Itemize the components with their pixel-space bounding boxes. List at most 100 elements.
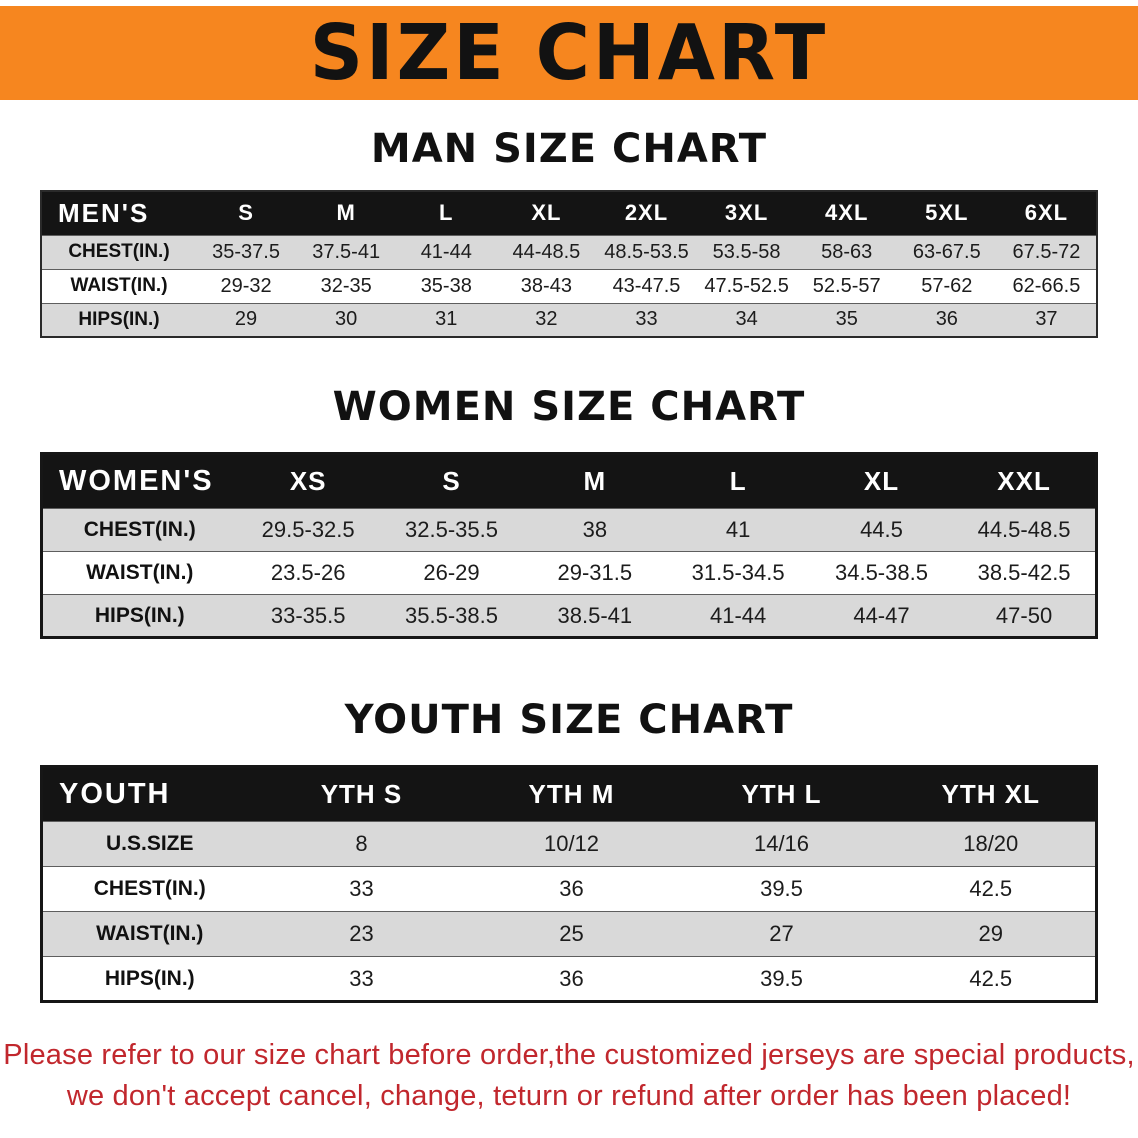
size-value: 34 (735, 308, 758, 331)
size-column-header: M (296, 191, 397, 235)
size-value: 38-43 (520, 274, 572, 297)
size-value: 53.5-58 (712, 240, 781, 263)
table-row: WAIST(IN.) 29-32 32-35 35-38 38-43 43-47.5 47.… (41, 269, 1097, 303)
size-value: 41 (725, 517, 751, 542)
man-size-chart-heading: MAN SIZE CHART (370, 126, 768, 172)
size-value: 36 (559, 876, 584, 901)
size-column-header: XL (496, 191, 597, 235)
size-column-header: XXL (953, 453, 1097, 509)
size-value: 32-35 (320, 274, 372, 297)
table-row: CHEST(IN.) 29.5-32.5 32.5-35.5 38 41 44.5 44.5… (41, 508, 1097, 552)
size-value: 41-44 (710, 602, 767, 628)
table-row: HIPS(IN.) 29 30 31 32 33 34 35 36 37 (41, 303, 1097, 337)
men-size-table: MEN'S S M L XL 2XL 3XL 4XL 5XL 6XL CHEST(IN.) 35-37… (40, 190, 1098, 338)
page-title: SIZE CHART (309, 8, 829, 98)
size-value: 8 (355, 831, 368, 856)
size-value: 37 (1035, 308, 1058, 331)
size-value: 39.5 (760, 965, 803, 991)
size-value: 44-47 (853, 602, 910, 628)
table-row: U.S.SIZE 8 10/12 14/16 18/20 (41, 821, 1097, 867)
size-value: 42.5 (969, 965, 1013, 991)
size-value: 14/16 (753, 831, 810, 856)
size-value: 29.5-32.5 (261, 517, 355, 542)
size-value: 38.5-42.5 (977, 560, 1071, 585)
size-column-header: YTH S (256, 766, 467, 822)
row-label: WAIST(IN.) (96, 922, 204, 945)
size-value: 29-31.5 (557, 560, 633, 585)
row-label: WAIST(IN.) (70, 275, 168, 296)
women-size-chart-heading: WOMEN SIZE CHART (332, 384, 806, 430)
row-label: CHEST(IN.) (93, 877, 206, 900)
size-column-header: 2XL (596, 191, 697, 235)
size-value: 58-63 (821, 240, 873, 263)
size-value: 38.5-41 (557, 602, 633, 628)
size-value: 42.5 (969, 876, 1013, 901)
size-value: 44-48.5 (512, 240, 581, 263)
size-column-header: 4XL (796, 191, 897, 235)
row-label: WAIST(IN.) (86, 561, 194, 584)
size-value: 33 (635, 308, 658, 331)
size-value: 33 (349, 965, 374, 991)
size-value: 35-38 (420, 274, 472, 297)
size-value: 47-50 (995, 602, 1053, 628)
size-value: 32.5-35.5 (405, 517, 498, 542)
table-row: WAIST(IN.) 23.5-26 26-29 29-31.5 31.5-34.5 34… (41, 551, 1097, 595)
size-value: 25 (559, 921, 584, 946)
size-value: 67.5-72 (1012, 240, 1081, 263)
size-column-header: XL (809, 453, 954, 509)
size-value: 29 (978, 921, 1003, 946)
table-group-label: WOMEN'S (41, 453, 237, 509)
row-label: HIPS(IN.) (104, 966, 195, 990)
disclaimer-line-1: Please refer to our size chart before or… (3, 1039, 1135, 1071)
row-label: HIPS(IN.) (78, 308, 160, 330)
size-value: 32 (535, 308, 558, 331)
size-value: 23 (349, 921, 374, 946)
size-column-header: S (379, 453, 524, 509)
size-value: 62-66.5 (1012, 274, 1081, 297)
table-header-row: MEN'S S M L XL 2XL 3XL 4XL 5XL 6XL (41, 191, 1097, 235)
size-value: 52.5-57 (812, 274, 881, 297)
size-value: 43-47.5 (612, 274, 681, 297)
size-column-header: 6XL (996, 191, 1097, 235)
size-value: 36 (935, 308, 958, 331)
table-row: WAIST(IN.) 23 25 27 29 (41, 911, 1097, 957)
size-value: 33 (349, 876, 374, 901)
size-value: 29 (234, 308, 258, 331)
row-label: HIPS(IN.) (94, 603, 185, 627)
size-value: 35 (835, 308, 858, 331)
size-value: 26-29 (423, 560, 480, 585)
size-column-header: YTH L (676, 766, 887, 822)
size-value: 48.5-53.5 (604, 240, 689, 263)
size-column-header: M (523, 453, 667, 509)
women-size-table: WOMEN'S XS S M L XL XXL CHEST(IN.) 29.5-32.5 32.5… (40, 452, 1098, 639)
size-value: 23.5-26 (270, 560, 346, 585)
size-value: 44.5 (860, 517, 903, 542)
size-column-header: L (396, 191, 497, 235)
disclaimer-line-2: we don't accept cancel, change, teturn o… (66, 1079, 1072, 1112)
size-value: 30 (335, 308, 358, 331)
size-column-header: S (196, 191, 297, 235)
size-value: 36 (559, 965, 584, 991)
size-column-header: YTH XL (886, 766, 1097, 822)
size-column-header: 3XL (696, 191, 797, 235)
size-value: 63-67.5 (912, 240, 981, 263)
size-value: 39.5 (760, 876, 803, 901)
table-row: HIPS(IN.) 33-35.5 35.5-38.5 38.5-41 41-44 44-… (41, 594, 1097, 638)
size-column-header: L (666, 453, 810, 509)
size-value: 27 (769, 921, 794, 946)
size-value: 31 (435, 308, 458, 331)
youth-size-table: YOUTH YTH S YTH M YTH L YTH XL U.S.SIZE 8 10/12… (40, 765, 1098, 1003)
table-row: CHEST(IN.) 33 36 39.5 42.5 (41, 866, 1097, 912)
table-group-label: MEN'S (41, 191, 196, 235)
row-label: U.S.SIZE (105, 832, 194, 855)
size-value: 35.5-38.5 (405, 602, 498, 628)
size-value: 35-37.5 (212, 240, 280, 263)
size-column-header: 5XL (896, 191, 997, 235)
table-group-label: YOUTH (41, 766, 257, 822)
table-header-row: YOUTH YTH S YTH M YTH L YTH XL (41, 766, 1097, 822)
size-value: 44.5-48.5 (977, 517, 1071, 542)
table-row: CHEST(IN.) 35-37.5 37.5-41 41-44 44-48.5 48.5… (41, 235, 1097, 269)
size-value: 33-35.5 (270, 602, 346, 628)
size-column-header: XS (236, 453, 380, 509)
size-chart-banner: SIZE CHART (0, 6, 1138, 100)
